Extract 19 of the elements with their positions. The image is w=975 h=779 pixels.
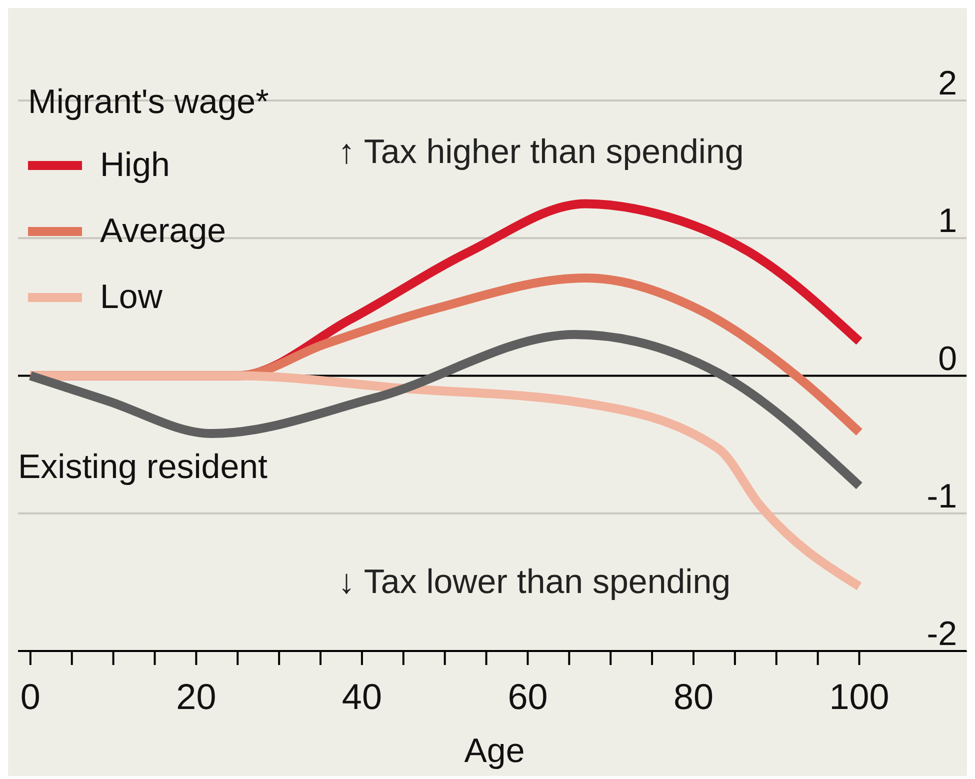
annotation: ↑ Tax higher than spending bbox=[338, 133, 744, 172]
x-tick-label: 100 bbox=[829, 676, 890, 717]
legend-label: Average bbox=[100, 212, 226, 250]
y-tick-label: 2 bbox=[938, 64, 957, 103]
y-tick-label: -1 bbox=[926, 477, 957, 516]
series-label: Existing resident bbox=[18, 448, 268, 487]
legend-label: Low bbox=[100, 278, 162, 316]
y-tick-label: 1 bbox=[938, 202, 957, 240]
x-tick-label: 0 bbox=[20, 676, 40, 717]
y-tick-label: -2 bbox=[926, 615, 957, 654]
legend-label: High bbox=[100, 146, 170, 184]
legend-title: Migrant's wage* bbox=[28, 83, 269, 122]
x-tick-label: 60 bbox=[508, 676, 548, 717]
x-tick-label: 40 bbox=[342, 676, 382, 717]
y-tick-label: 0 bbox=[938, 340, 957, 378]
x-tick-label: 80 bbox=[673, 676, 714, 717]
x-axis-title: Age bbox=[464, 732, 525, 770]
x-tick-label: 20 bbox=[176, 676, 216, 717]
annotation: ↓ Tax lower than spending bbox=[338, 563, 731, 602]
